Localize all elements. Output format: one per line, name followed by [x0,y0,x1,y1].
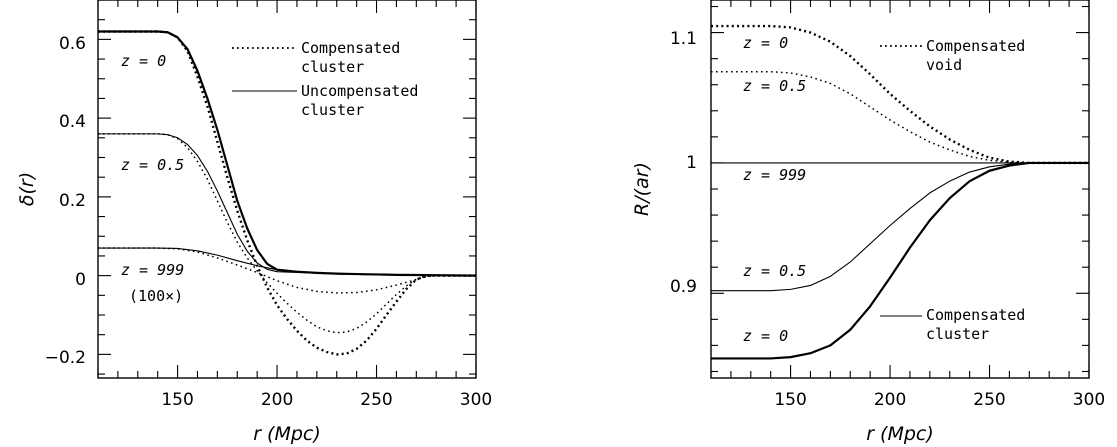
left-ticks-layer [97,0,477,378]
left-series-layer [98,30,477,356]
right-y-tick-label: 1 [686,153,697,173]
left-y-tick-label: 0.2 [59,191,86,211]
right-x-tick-label: 250 [973,390,1005,410]
right-x-tick-label: 150 [774,390,806,410]
right-y-axis-label: R/(ar) [631,162,653,216]
left-y-tick-label: 0.6 [59,34,86,54]
right-x-axis-label: r (Mpc) [866,423,934,445]
left-x-axis-label: r (Mpc) [253,423,321,445]
left-series-line-dotted-3 [98,133,476,334]
left-annotation: z = 0.5 [121,156,184,174]
left-annotation: z = 0 [121,52,166,70]
right-x-tick-label: 300 [1073,390,1105,410]
right-series-line-solid-4 [711,161,1089,360]
left-plot-frame [97,0,477,379]
left-legend-label: cluster [301,58,364,76]
right-series-layer [711,24,1089,360]
left-x-tick-label: 150 [161,390,193,410]
right-plot-frame [710,0,1090,379]
left-y-tick-label: 0 [75,270,86,290]
right-annotation: z = 0.5 [743,262,806,280]
left-y-tick-label: −0.2 [45,348,86,368]
right-legend-label: Compensated [926,37,1025,55]
left-series-line-dotted-5 [98,247,476,294]
right-annotation: z = 999 [743,166,806,184]
right-x-tick-label: 200 [874,390,906,410]
left-x-tick-label: 300 [460,390,492,410]
right-ticks-layer [710,0,1090,378]
left-x-tick-label: 250 [360,390,392,410]
left-series-line-solid-4 [98,247,477,277]
left-y-tick-label: 0.4 [59,112,86,132]
left-legend-label: cluster [301,101,364,119]
right-legend-label: cluster [926,325,989,343]
left-x-tick-label: 200 [261,390,293,410]
left-annotation: z = 999 [121,261,184,279]
right-y-tick-label: 0.9 [670,277,697,297]
left-panel: 150 200 250 300 −0.2 0 0.2 0.4 0.6 r (Mp… [16,0,492,445]
right-annotation: z = 0 [743,34,788,52]
left-y-axis-label: δ(r) [16,172,38,206]
right-legend-label: void [926,56,962,74]
right-legend-label: Compensated [926,306,1025,324]
right-panel: 150 200 250 300 0.9 1 1.1 r (Mpc) R/(ar)… [631,0,1105,445]
right-annotation: z = 0.5 [743,77,806,95]
left-legend-label: Uncompensated [301,82,418,100]
left-legend-label: Compensated [301,39,400,57]
left-series-line-dotted-1 [98,30,476,356]
left-annotation: (100×) [129,287,183,305]
right-annotation: z = 0 [743,327,788,345]
right-y-tick-label: 1.1 [670,29,697,49]
